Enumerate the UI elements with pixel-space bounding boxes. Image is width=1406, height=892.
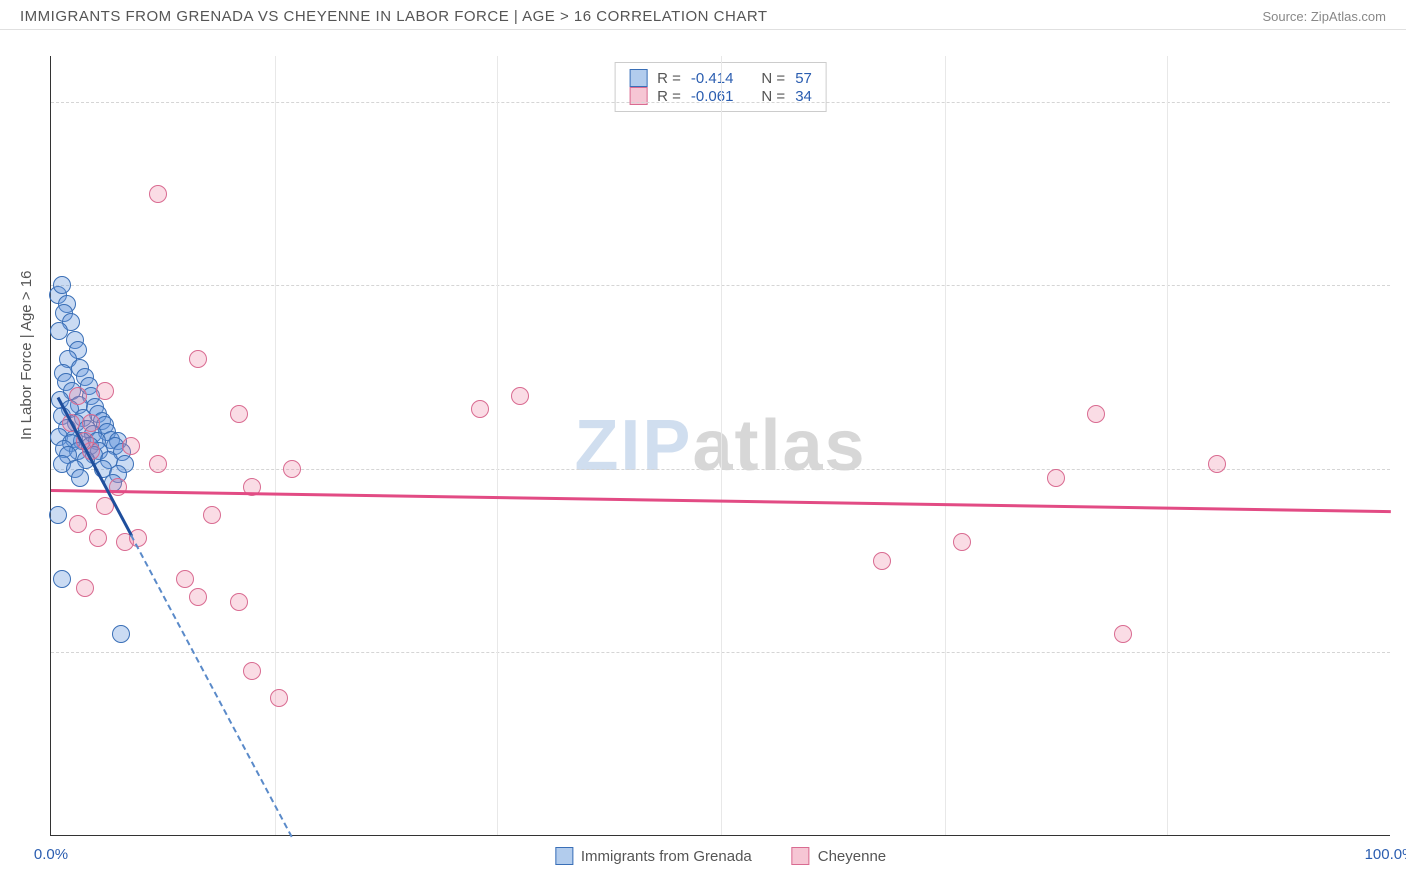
legend-item-cheyenne: Cheyenne: [792, 847, 886, 865]
data-point: [109, 478, 127, 496]
data-point: [471, 400, 489, 418]
swatch-blue-icon: [629, 69, 647, 87]
data-point: [203, 506, 221, 524]
gridline-v: [497, 56, 498, 835]
data-point: [53, 570, 71, 588]
data-point: [53, 276, 71, 294]
source-label: Source:: [1262, 9, 1310, 24]
data-point: [189, 350, 207, 368]
source-attribution: Source: ZipAtlas.com: [1262, 9, 1386, 24]
n-label: N =: [761, 70, 785, 87]
r-label: R =: [657, 70, 681, 87]
legend-swatch-blue-icon: [555, 847, 573, 865]
gridline-v: [721, 56, 722, 835]
data-point: [71, 469, 89, 487]
ytick-label: 60.0%: [1396, 460, 1406, 477]
ytick-label: 100.0%: [1396, 93, 1406, 110]
data-point: [149, 455, 167, 473]
data-point: [69, 515, 87, 533]
legend-swatch-pink-icon: [792, 847, 810, 865]
legend-label-grenada: Immigrants from Grenada: [581, 848, 752, 865]
data-point: [230, 405, 248, 423]
bottom-legend: Immigrants from Grenada Cheyenne: [555, 847, 886, 865]
trendline-dashed: [131, 534, 294, 837]
watermark-zip: ZIP: [574, 406, 692, 486]
chart-title: IMMIGRANTS FROM GRENADA VS CHEYENNE IN L…: [20, 8, 768, 25]
data-point: [176, 570, 194, 588]
source-name: ZipAtlas.com: [1311, 9, 1386, 24]
scatter-chart: ZIPatlas R = -0.414 N = 57 R = -0.061 N …: [50, 56, 1390, 836]
data-point: [283, 460, 301, 478]
data-point: [1208, 455, 1226, 473]
data-point: [49, 506, 67, 524]
data-point: [1114, 625, 1132, 643]
xtick-end: 100.0%: [1365, 846, 1406, 863]
gridline-v: [1167, 56, 1168, 835]
n-value-grenada: 57: [795, 70, 812, 87]
data-point: [243, 662, 261, 680]
data-point: [82, 414, 100, 432]
r-value-grenada: -0.414: [691, 70, 734, 87]
data-point: [953, 533, 971, 551]
data-point: [76, 579, 94, 597]
data-point: [89, 529, 107, 547]
gridline-v: [945, 56, 946, 835]
data-point: [122, 437, 140, 455]
chart-header: IMMIGRANTS FROM GRENADA VS CHEYENNE IN L…: [0, 0, 1406, 30]
data-point: [189, 588, 207, 606]
legend-item-grenada: Immigrants from Grenada: [555, 847, 752, 865]
ytick-label: 40.0%: [1396, 644, 1406, 661]
gridline-v: [275, 56, 276, 835]
data-point: [873, 552, 891, 570]
data-point: [149, 185, 167, 203]
watermark-atlas: atlas: [692, 406, 866, 486]
data-point: [511, 387, 529, 405]
data-point: [1087, 405, 1105, 423]
data-point: [96, 382, 114, 400]
data-point: [1047, 469, 1065, 487]
data-point: [230, 593, 248, 611]
data-point: [112, 625, 130, 643]
data-point: [69, 387, 87, 405]
legend-label-cheyenne: Cheyenne: [818, 848, 886, 865]
y-axis-label: In Labor Force | Age > 16: [18, 271, 35, 440]
xtick-start: 0.0%: [34, 846, 68, 863]
data-point: [270, 689, 288, 707]
ytick-label: 80.0%: [1396, 277, 1406, 294]
